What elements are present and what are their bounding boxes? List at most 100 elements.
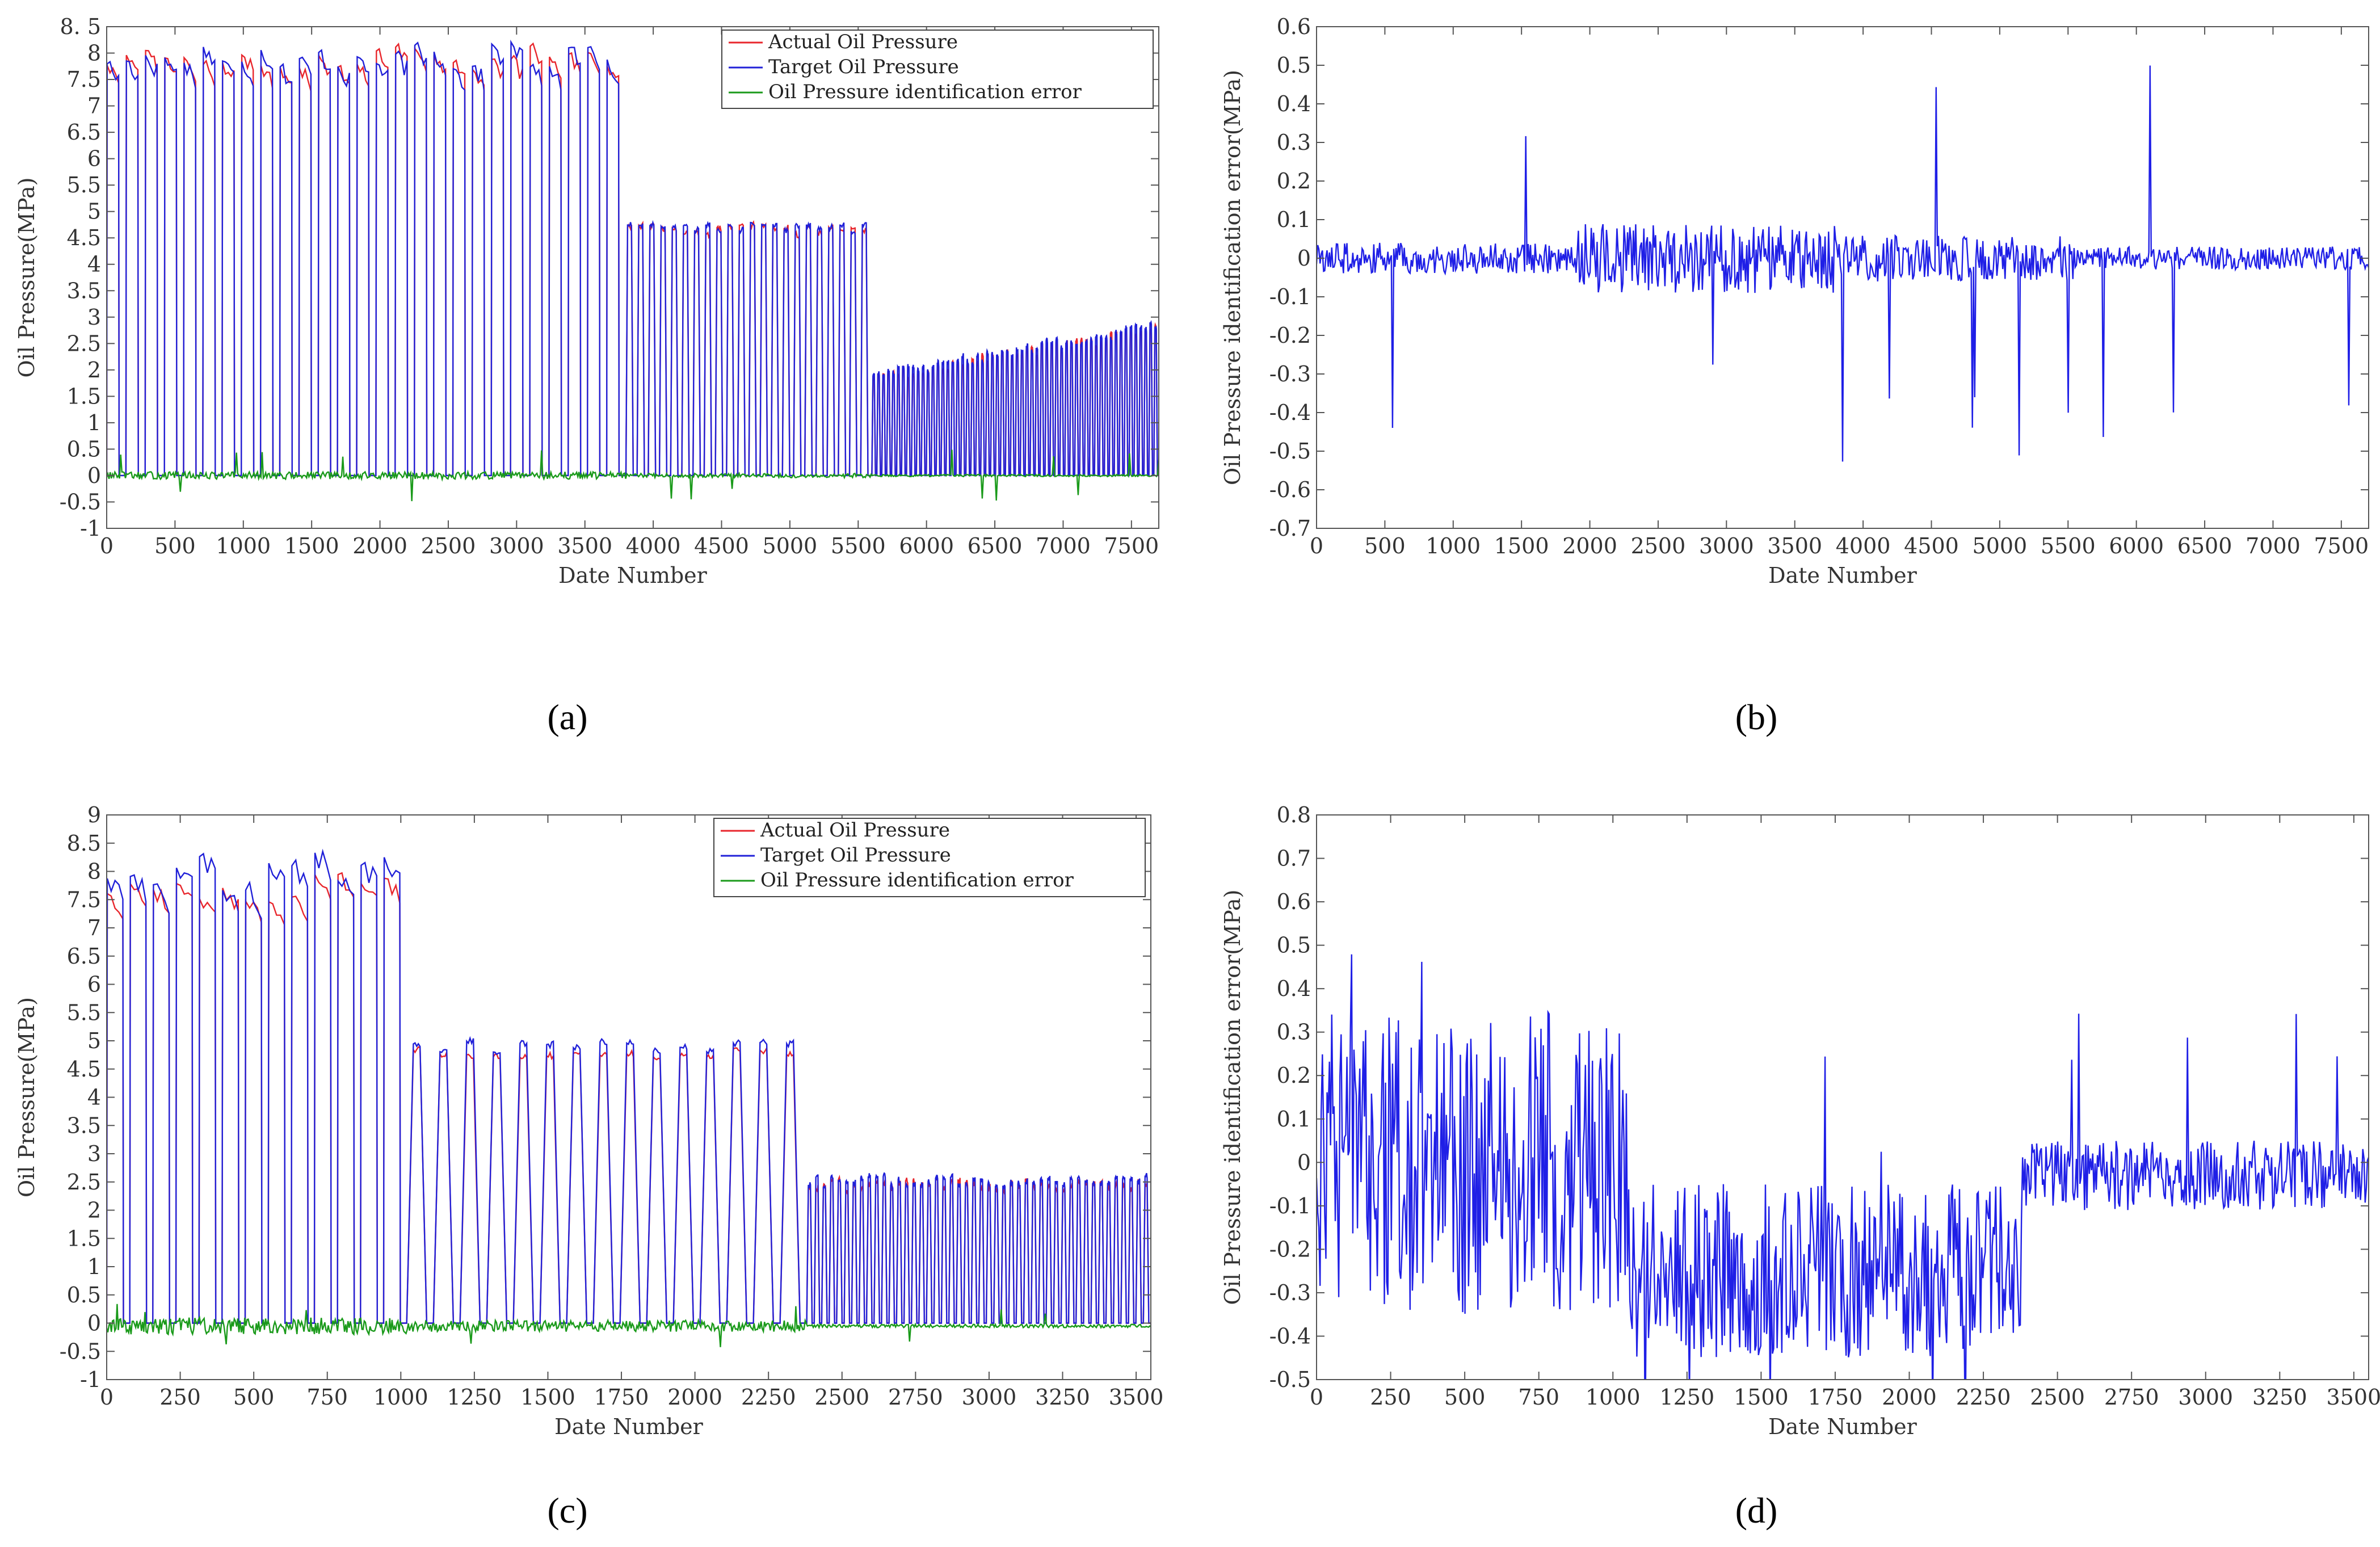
x-tick-label: 3000 bbox=[2178, 1385, 2233, 1410]
x-tick-label: 2500 bbox=[421, 533, 476, 558]
x-tick-label: 1000 bbox=[1586, 1385, 1641, 1410]
y-tick-label: 4 bbox=[87, 1085, 101, 1110]
y-tick-label: 0.3 bbox=[1277, 130, 1311, 155]
y-tick-label: 8 bbox=[87, 41, 101, 66]
x-tick-label: 4000 bbox=[626, 533, 681, 558]
y-tick-label: -0.3 bbox=[1269, 361, 1311, 386]
y-tick-label: 0.3 bbox=[1277, 1020, 1311, 1045]
x-tick-label: 5500 bbox=[831, 533, 886, 558]
x-tick-label: 4500 bbox=[694, 533, 749, 558]
x-tick-label: 2500 bbox=[1631, 533, 1686, 558]
x-axis-title: Date Number bbox=[1768, 563, 1918, 588]
x-tick-label: 6500 bbox=[968, 533, 1023, 558]
y-tick-label: 1 bbox=[87, 410, 101, 435]
y-tick-label: 2.5 bbox=[67, 1170, 101, 1195]
x-tick-label: 5000 bbox=[763, 533, 818, 558]
x-axis-title: Date Number bbox=[1768, 1414, 1918, 1439]
y-tick-label: 8.5 bbox=[67, 831, 101, 856]
y-tick-label: 2.5 bbox=[67, 331, 101, 356]
x-tick-label: 7000 bbox=[2246, 533, 2301, 558]
y-tick-label: 7 bbox=[87, 915, 101, 940]
y-tick-label: -0.5 bbox=[60, 1339, 101, 1364]
x-tick-label: 1000 bbox=[216, 533, 271, 558]
y-tick-label: 0.7 bbox=[1277, 846, 1311, 871]
x-tick-label: 1750 bbox=[1808, 1385, 1863, 1410]
panel-label: (d) bbox=[1735, 1490, 1778, 1531]
y-tick-label: 0.6 bbox=[1277, 889, 1311, 914]
x-tick-label: 3500 bbox=[1767, 533, 1822, 558]
x-tick-label: 3500 bbox=[1109, 1385, 1164, 1410]
y-tick-label: 7.5 bbox=[67, 887, 101, 912]
panel-a: 0 500 1000 1500 2000 2500 3000 3500 4000 4500 5000… bbox=[14, 14, 1159, 737]
x-tick-label: 1250 bbox=[447, 1385, 502, 1410]
y-axis-title: Oil Pressure(MPa) bbox=[14, 178, 39, 378]
series-group bbox=[107, 39, 1159, 502]
x-tick-label: 4000 bbox=[1836, 533, 1891, 558]
legend-label: Target Oil Pressure bbox=[760, 844, 951, 867]
y-tick-label: 0.5 bbox=[1277, 933, 1311, 958]
y-tick-label: 0 bbox=[87, 463, 101, 488]
plot-frame bbox=[1316, 26, 2369, 529]
x-tick-label: 1000 bbox=[1426, 533, 1481, 558]
x-tick-label: 1500 bbox=[284, 533, 339, 558]
x-tick-label: 6000 bbox=[2109, 533, 2164, 558]
legend-box bbox=[721, 30, 1154, 109]
y-tick-label: 2 bbox=[87, 358, 101, 382]
y-tick-label: 0.6 bbox=[1277, 14, 1311, 39]
y-tick-label: 0.1 bbox=[1277, 207, 1311, 232]
panel-label: (b) bbox=[1735, 697, 1778, 737]
y-tick-label: 7.5 bbox=[67, 67, 101, 92]
y-tick-label: 9 bbox=[87, 802, 101, 827]
x-tick-label: 2000 bbox=[1882, 1385, 1937, 1410]
y-tick-label: 3 bbox=[87, 1141, 101, 1166]
x-tick-label: 500 bbox=[233, 1385, 275, 1410]
legend-label: Actual Oil Pressure bbox=[768, 31, 958, 53]
x-tick-label: 500 bbox=[154, 533, 196, 558]
x-tick-label: 3500 bbox=[557, 533, 612, 558]
series-line-target-oil-pressure bbox=[107, 848, 1151, 1324]
x-tick-label: 2750 bbox=[888, 1385, 943, 1410]
y-tick-label: -0.5 bbox=[1269, 1367, 1311, 1392]
x-tick-label: 3500 bbox=[2327, 1385, 2380, 1410]
legend-label: Actual Oil Pressure bbox=[760, 819, 950, 842]
y-tick-label: 0 bbox=[1297, 1150, 1311, 1175]
y-tick-label: -0.1 bbox=[1269, 1193, 1311, 1218]
panel-b: 0 500 1000 1500 2000 2500 3000 3500 4000 4500 5000… bbox=[1220, 14, 2369, 737]
y-tick-label: 1 bbox=[87, 1254, 101, 1279]
panel-label: (a) bbox=[547, 697, 587, 737]
y-tick-label: 3 bbox=[87, 305, 101, 330]
x-tick-label: 7500 bbox=[1104, 533, 1159, 558]
y-tick-label: 0.8 bbox=[1277, 802, 1311, 827]
series-group bbox=[1317, 954, 2369, 1380]
legend-box bbox=[713, 818, 1146, 897]
x-tick-label: 1000 bbox=[373, 1385, 428, 1410]
y-tick-label: 2 bbox=[87, 1198, 101, 1223]
x-tick-label: 3250 bbox=[2252, 1385, 2307, 1410]
x-tick-label: 7500 bbox=[2314, 533, 2369, 558]
y-tick-label: -0.5 bbox=[1269, 439, 1311, 464]
plot-frame bbox=[1316, 814, 2369, 1380]
x-tick-label: 250 bbox=[1370, 1385, 1411, 1410]
y-tick-label: 5 bbox=[87, 199, 101, 224]
y-tick-label: -0.6 bbox=[1269, 477, 1311, 502]
y-tick-label: 0 bbox=[1297, 246, 1311, 271]
x-tick-label: 500 bbox=[1444, 1385, 1486, 1410]
y-tick-label: 8 bbox=[87, 859, 101, 884]
y-axis-title: Oil Pressure identification error(MPa) bbox=[1220, 890, 1245, 1305]
y-axis-title: Oil Pressure identification error(MPa) bbox=[1220, 70, 1245, 485]
panel-c: 0 250 500 750 1000 1250 1500 1750 2000 2250 2500 27… bbox=[14, 802, 1163, 1531]
panel-label: (c) bbox=[547, 1490, 587, 1531]
y-tick-label: 6.5 bbox=[67, 944, 101, 969]
y-tick-label: 5 bbox=[87, 1028, 101, 1053]
x-tick-label: 2000 bbox=[1562, 533, 1617, 558]
y-tick-label: 1.5 bbox=[67, 384, 101, 409]
x-tick-label: 1250 bbox=[1659, 1385, 1714, 1410]
y-tick-label: -0.4 bbox=[1269, 1323, 1311, 1348]
legend-label: Oil Pressure identification error bbox=[760, 869, 1074, 892]
y-tick-label: 5.5 bbox=[67, 1000, 101, 1025]
y-tick-label: -0.7 bbox=[1269, 516, 1311, 541]
y-tick-label: 4.5 bbox=[67, 225, 101, 250]
y-tick-label: 0 bbox=[87, 1311, 101, 1336]
